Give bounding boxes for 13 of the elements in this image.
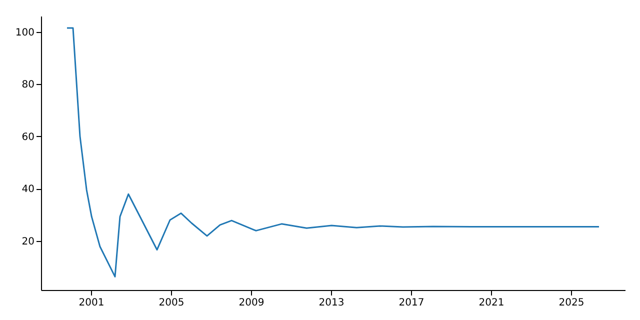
x-tick-label: 2017: [398, 298, 424, 308]
y-tick-label: 100: [15, 27, 34, 38]
x-tick-label: 2001: [78, 298, 104, 308]
x-tick-label: 2025: [558, 298, 584, 308]
y-tick-label: 80: [22, 80, 34, 91]
y-tick-label: 40: [22, 184, 34, 196]
y-tick-label: 20: [22, 236, 34, 248]
x-tick-label: 2013: [318, 298, 344, 308]
line-series: [66, 27, 600, 278]
x-tick-label: 2009: [238, 298, 264, 308]
x-tick-label: 2005: [158, 298, 184, 308]
x-tick-label: 2021: [478, 298, 504, 308]
y-tick-label: 60: [22, 132, 34, 143]
